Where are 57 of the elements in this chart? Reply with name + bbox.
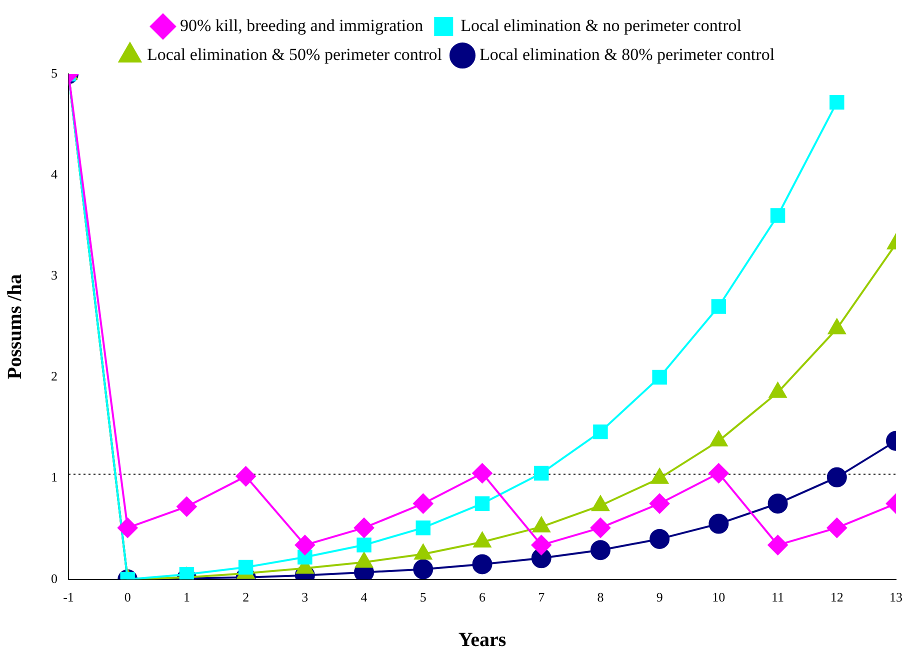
point <box>590 540 610 560</box>
y-tick-label: 2 <box>51 368 58 384</box>
legend-label: Local elimination & 50% perimeter control <box>146 44 442 64</box>
x-tick-label: 2 <box>242 590 250 605</box>
legend-label: Local elimination & no perimeter control <box>460 16 742 35</box>
legend-label: Local elimination & 80% perimeter control <box>480 44 775 64</box>
point <box>413 494 434 514</box>
x-tick-label: 13 <box>890 590 902 605</box>
point <box>236 466 256 486</box>
point <box>356 538 372 552</box>
x-tick-label: 10 <box>712 590 726 605</box>
point <box>768 535 788 556</box>
point <box>593 424 608 440</box>
point <box>826 467 847 488</box>
point <box>650 494 670 514</box>
point <box>652 370 667 385</box>
y-tick-label: 4 <box>51 166 58 182</box>
x-tick-label: 12 <box>830 590 844 605</box>
point <box>472 463 492 484</box>
point <box>472 554 492 574</box>
x-tick-label: 0 <box>124 590 131 605</box>
point <box>238 560 254 575</box>
point <box>711 299 726 314</box>
point <box>590 518 610 538</box>
x-tick-label: 1 <box>183 590 190 605</box>
point <box>531 535 552 556</box>
point <box>708 463 729 484</box>
y-tick-label: 3 <box>51 268 58 283</box>
point <box>534 466 549 481</box>
legend-label: 90% kill, breeding and immigration <box>180 16 424 35</box>
x-tick-label: 5 <box>420 590 426 605</box>
x-tick-label: 4 <box>360 590 368 605</box>
point <box>118 518 138 538</box>
x-tick-label: 3 <box>302 590 308 605</box>
x-axis-title: Years <box>458 629 506 652</box>
point <box>354 518 374 538</box>
y-tick-label: 1 <box>51 470 58 485</box>
point <box>176 496 197 517</box>
point <box>650 528 670 549</box>
x-tick-label: 7 <box>538 590 546 605</box>
point <box>826 518 847 538</box>
point <box>413 559 434 580</box>
x-tick-label: 11 <box>772 590 784 605</box>
x-tick-label: 9 <box>656 590 663 605</box>
point <box>768 494 788 514</box>
x-tick-label: -1 <box>63 590 74 605</box>
point <box>416 520 431 536</box>
point <box>770 208 786 223</box>
point <box>474 496 490 511</box>
x-tick-label: 8 <box>597 590 604 605</box>
y-tick-label: 5 <box>51 65 58 80</box>
point <box>830 94 844 110</box>
y-tick-label: 0 <box>51 570 58 586</box>
y-axis-title: Possums /ha <box>4 274 26 380</box>
x-tick-label: 6 <box>479 590 486 605</box>
point <box>708 514 729 534</box>
point <box>294 535 315 556</box>
